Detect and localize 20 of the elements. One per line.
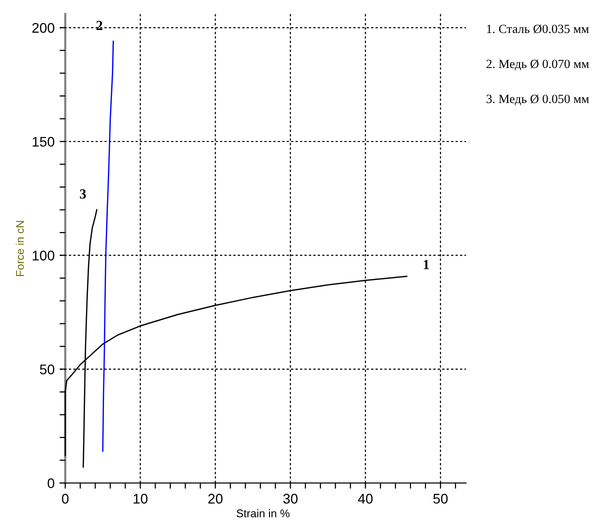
x-tick-label: 20 bbox=[208, 494, 223, 504]
series-label: 1 bbox=[424, 260, 429, 270]
y-tick-label: 150 bbox=[32, 136, 54, 147]
x-tick-label: 10 bbox=[134, 494, 148, 504]
x-tick-label: 40 bbox=[358, 494, 373, 504]
x-tick-label: 30 bbox=[283, 494, 298, 504]
y-axis-title: Force in cN bbox=[16, 221, 24, 276]
x-tick-label: 50 bbox=[433, 494, 448, 504]
text: 2. Медь Ø 0.070 мм bbox=[486, 60, 589, 70]
text: 3. Медь Ø 0.050 мм bbox=[486, 94, 589, 106]
x-axis-title: Strain in % bbox=[236, 509, 290, 518]
y-tick-label: 50 bbox=[40, 364, 54, 374]
line-series bbox=[102, 40, 114, 452]
series-label: 2 bbox=[96, 20, 102, 30]
y-tick-label: 0 bbox=[48, 478, 54, 488]
text: 1. Сталь Ø0.035 мм bbox=[487, 24, 589, 34]
y-tick-label: 100 bbox=[32, 250, 54, 260]
series-label: 3 bbox=[80, 189, 86, 199]
y-tick-label: 200 bbox=[32, 22, 54, 33]
x-tick-label: 0 bbox=[62, 494, 69, 504]
